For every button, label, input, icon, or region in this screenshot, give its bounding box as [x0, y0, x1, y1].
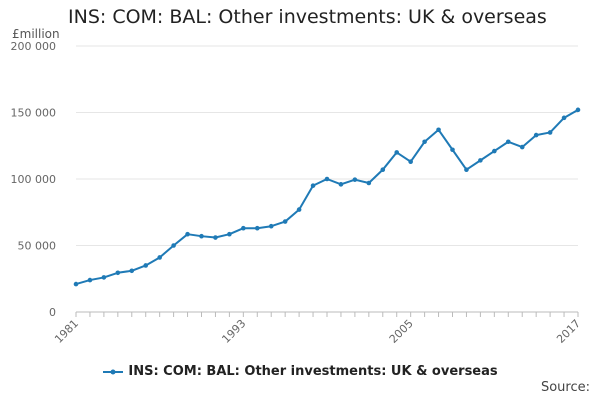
data-point [227, 231, 232, 237]
source-label: Source: [540, 380, 590, 395]
data-point [547, 130, 553, 135]
data-point [561, 115, 567, 121]
data-point [450, 147, 455, 153]
data-point [129, 268, 135, 274]
data-point [268, 223, 274, 229]
data-point [185, 231, 190, 237]
data-point [575, 107, 581, 113]
chart-title: INS: COM: BAL: Other investments: UK & o… [68, 6, 547, 28]
data-point [394, 150, 400, 155]
y-tick-label: 200 000 [11, 40, 57, 53]
data-point [296, 207, 302, 212]
y-tick-label: 50 000 [18, 240, 57, 253]
data-point [338, 182, 344, 187]
data-point [422, 139, 427, 145]
data-point [101, 275, 107, 280]
data-point [408, 159, 413, 165]
data-point [241, 225, 246, 231]
y-axis-unit-label: £million [12, 27, 60, 41]
data-point [171, 243, 176, 248]
x-tick-label: 1993 [219, 317, 248, 346]
series-line [75, 108, 579, 286]
axes: 0 50 000 100 000 150 000 200 000 1981 1993 2005… [11, 40, 584, 346]
data-point [352, 177, 358, 182]
y-tick-label: 150 000 [11, 107, 57, 120]
data-point [87, 277, 93, 283]
data-point [380, 167, 386, 172]
data-point [505, 139, 511, 145]
grid-lines [76, 45, 578, 246]
data-point [324, 176, 330, 182]
data-point [436, 127, 441, 133]
legend[interactable]: INS: COM: BAL: Other investments: UK & o… [0, 364, 600, 379]
data-point [213, 235, 218, 240]
x-tick-label: 2005 [387, 317, 416, 346]
series-layer [73, 107, 581, 287]
data-point [199, 233, 204, 239]
data-point [492, 148, 497, 154]
data-point [282, 219, 288, 224]
data-point [254, 225, 260, 231]
data-point [478, 158, 483, 163]
data-point [464, 167, 469, 172]
data-point [115, 270, 121, 276]
data-point [157, 255, 162, 260]
data-point [310, 183, 316, 188]
x-tick-label: 2017 [554, 317, 583, 346]
data-point [533, 132, 539, 138]
data-point [143, 263, 149, 268]
y-tick-label: 0 [49, 306, 56, 319]
legend-label: INS: COM: BAL: Other investments: UK & o… [128, 364, 498, 379]
legend-line-icon [103, 369, 124, 374]
data-point [519, 144, 525, 150]
data-point [366, 180, 372, 186]
data-point [73, 281, 79, 287]
x-tick-label: 1981 [52, 317, 81, 346]
y-tick-label: 100 000 [11, 173, 57, 186]
